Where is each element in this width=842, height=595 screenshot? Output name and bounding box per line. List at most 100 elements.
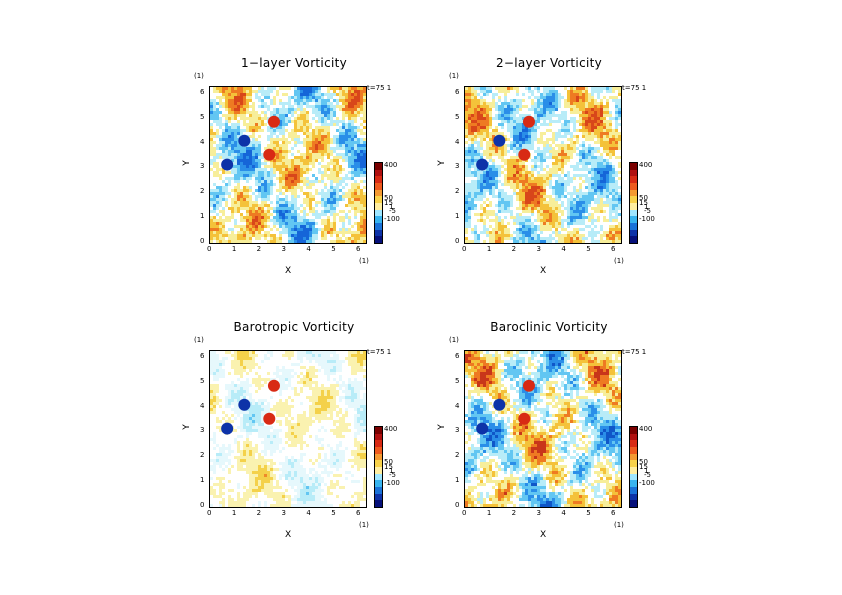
field-cell xyxy=(231,108,235,112)
field-cell xyxy=(486,117,490,121)
field-cell xyxy=(243,117,247,121)
field-cell xyxy=(540,126,544,130)
field-cell xyxy=(261,216,265,220)
field-cell xyxy=(531,231,535,235)
field-cell xyxy=(486,114,490,118)
field-cell xyxy=(561,207,565,211)
field-cell xyxy=(579,108,583,112)
field-cell xyxy=(516,105,520,109)
field-cell xyxy=(267,123,271,127)
field-cell xyxy=(582,141,586,145)
field-cell xyxy=(570,105,574,109)
field-cell xyxy=(474,90,478,94)
field-cell xyxy=(549,198,553,202)
field-cell xyxy=(318,171,322,175)
field-cell xyxy=(567,177,571,181)
field-cell xyxy=(228,108,232,112)
field-cell xyxy=(276,153,280,157)
field-cell xyxy=(237,225,241,229)
field-cell xyxy=(255,105,259,109)
field-cell xyxy=(570,96,574,100)
field-cell xyxy=(552,237,556,241)
field-cell xyxy=(582,213,586,217)
field-cell xyxy=(252,225,256,229)
field-cell xyxy=(351,147,355,151)
field-cell xyxy=(495,216,499,220)
field-cell xyxy=(534,90,538,94)
field-cell xyxy=(213,108,217,112)
field-cell xyxy=(495,153,499,157)
field-cell xyxy=(243,90,247,94)
field-cell xyxy=(540,180,544,184)
field-cell xyxy=(579,147,583,151)
field-cell xyxy=(330,225,334,229)
field-cell xyxy=(348,228,352,232)
field-cell xyxy=(582,96,586,100)
field-cell xyxy=(309,192,313,196)
field-cell xyxy=(552,105,556,109)
field-cell xyxy=(336,135,340,139)
field-cell xyxy=(336,150,340,154)
field-cell xyxy=(486,186,490,190)
field-cell xyxy=(549,123,553,127)
field-cell xyxy=(306,198,310,202)
field-cell xyxy=(270,231,274,235)
field-cell xyxy=(276,162,280,166)
field-cell xyxy=(243,153,247,157)
field-cell xyxy=(573,93,577,97)
field-cell xyxy=(276,138,280,142)
field-cell xyxy=(321,210,325,214)
field-cell xyxy=(504,165,508,169)
field-cell xyxy=(555,117,559,121)
field-cell xyxy=(276,102,280,106)
field-cell xyxy=(273,135,277,139)
field-cell xyxy=(351,183,355,187)
field-cell xyxy=(216,162,220,166)
field-cell xyxy=(486,201,490,205)
field-cell xyxy=(492,120,496,124)
field-cell xyxy=(543,174,547,178)
field-cell xyxy=(336,123,340,127)
field-cell xyxy=(348,126,352,130)
field-cell xyxy=(552,108,556,112)
field-cell xyxy=(324,129,328,133)
field-cell xyxy=(288,207,292,211)
field-cell xyxy=(309,147,313,151)
field-cell xyxy=(264,114,268,118)
field-cell xyxy=(528,102,532,106)
field-cell xyxy=(222,144,226,148)
field-cell xyxy=(231,222,235,226)
field-cell xyxy=(258,237,262,241)
field-cell xyxy=(351,87,355,91)
field-cell xyxy=(540,141,544,145)
field-cell xyxy=(246,165,250,169)
field-cell xyxy=(576,186,580,190)
field-cell xyxy=(552,138,556,142)
field-cell xyxy=(531,159,535,163)
field-cell xyxy=(258,135,262,139)
field-cell xyxy=(474,192,478,196)
field-cell xyxy=(267,129,271,133)
field-cell xyxy=(321,87,325,91)
field-cell xyxy=(270,207,274,211)
field-cell xyxy=(528,201,532,205)
field-cell xyxy=(252,135,256,139)
field-cell xyxy=(492,96,496,100)
field-cell xyxy=(324,168,328,172)
colorbar xyxy=(374,162,383,244)
field-cell xyxy=(471,111,475,115)
field-cell xyxy=(528,198,532,202)
field-cell xyxy=(486,141,490,145)
x-tick-label: 5 xyxy=(331,245,336,253)
field-cell xyxy=(528,141,532,145)
field-cell xyxy=(246,171,250,175)
field-cell xyxy=(507,144,511,148)
field-cell xyxy=(258,117,262,121)
field-cell xyxy=(237,165,241,169)
field-cell xyxy=(489,96,493,100)
field-cell xyxy=(510,87,514,91)
field-cell xyxy=(327,174,331,178)
field-cell xyxy=(540,147,544,151)
field-cell xyxy=(240,222,244,226)
field-cell xyxy=(339,156,343,160)
